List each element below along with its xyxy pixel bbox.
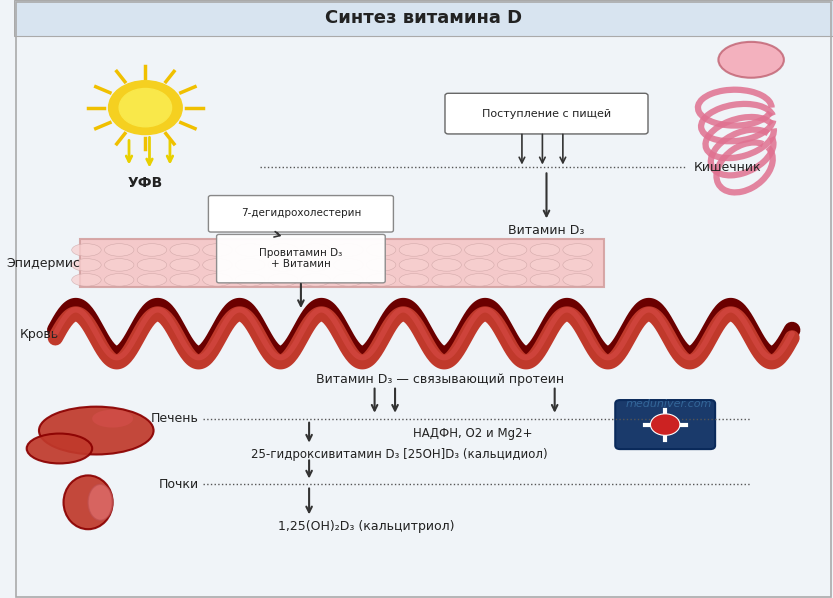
Text: Провитамин D₃
+ Витамин: Провитамин D₃ + Витамин [259,248,342,269]
Ellipse shape [72,244,101,256]
Ellipse shape [137,274,167,286]
Ellipse shape [399,258,429,271]
FancyBboxPatch shape [616,400,715,449]
Ellipse shape [236,258,265,271]
Text: 25-гидроксивитамин D₃ [25OH]D₃ (кальцидиол): 25-гидроксивитамин D₃ [25OH]D₃ (кальциди… [251,448,547,461]
Ellipse shape [497,274,526,286]
Ellipse shape [431,258,461,271]
Ellipse shape [563,258,592,271]
Ellipse shape [104,258,134,271]
Ellipse shape [367,258,396,271]
Ellipse shape [334,244,363,256]
Ellipse shape [170,274,199,286]
Ellipse shape [268,244,297,256]
Text: Витамин D₃ — связывающий протеин: Витамин D₃ — связывающий протеин [316,373,564,386]
Text: 1,25(OH)₂D₃ (кальцитриол): 1,25(OH)₂D₃ (кальцитриол) [278,520,455,533]
Ellipse shape [39,407,153,454]
Ellipse shape [202,258,232,271]
Ellipse shape [334,258,363,271]
Ellipse shape [301,258,331,271]
Ellipse shape [301,274,331,286]
Ellipse shape [497,258,526,271]
Text: Почки: Почки [158,478,198,491]
FancyBboxPatch shape [80,239,604,287]
Text: 7-дегидрохолестерин: 7-дегидрохолестерин [241,209,361,218]
Ellipse shape [63,475,112,529]
Circle shape [651,414,680,435]
Ellipse shape [465,244,494,256]
Ellipse shape [334,274,363,286]
Ellipse shape [497,244,526,256]
Text: Эпидермис: Эпидермис [6,257,80,270]
Ellipse shape [431,244,461,256]
Ellipse shape [236,274,265,286]
FancyBboxPatch shape [208,196,393,232]
Ellipse shape [563,274,592,286]
Text: НАДФН, О2 и Mg2+: НАДФН, О2 и Mg2+ [413,427,532,440]
Ellipse shape [170,244,199,256]
Text: УФВ: УФВ [127,176,163,190]
Ellipse shape [92,410,133,428]
Ellipse shape [137,244,167,256]
Text: Кровь: Кровь [19,328,58,341]
Ellipse shape [170,258,199,271]
Ellipse shape [268,274,297,286]
Ellipse shape [530,244,560,256]
Text: Печень: Печень [151,412,198,425]
Circle shape [119,89,172,127]
FancyBboxPatch shape [14,0,833,36]
Ellipse shape [202,244,232,256]
Circle shape [108,81,182,135]
Text: Витамин D₃: Витамин D₃ [508,224,585,237]
FancyBboxPatch shape [445,93,648,134]
Ellipse shape [72,258,101,271]
Ellipse shape [104,244,134,256]
Text: Синтез витамина D: Синтез витамина D [325,9,522,27]
Text: Поступление с пищей: Поступление с пищей [482,109,611,118]
Ellipse shape [236,244,265,256]
Ellipse shape [530,258,560,271]
Ellipse shape [202,274,232,286]
Ellipse shape [104,274,134,286]
Ellipse shape [137,258,167,271]
Ellipse shape [72,274,101,286]
Text: meduniver.com: meduniver.com [626,399,712,408]
Ellipse shape [27,434,92,463]
Ellipse shape [399,244,429,256]
Ellipse shape [563,244,592,256]
Ellipse shape [465,274,494,286]
Ellipse shape [530,274,560,286]
Ellipse shape [301,244,331,256]
Ellipse shape [431,274,461,286]
Ellipse shape [88,484,112,520]
Ellipse shape [367,274,396,286]
Ellipse shape [718,42,784,78]
Ellipse shape [399,274,429,286]
Ellipse shape [268,258,297,271]
Text: Кишечник: Кишечник [694,161,761,174]
FancyBboxPatch shape [217,234,385,283]
Ellipse shape [465,258,494,271]
Ellipse shape [367,244,396,256]
